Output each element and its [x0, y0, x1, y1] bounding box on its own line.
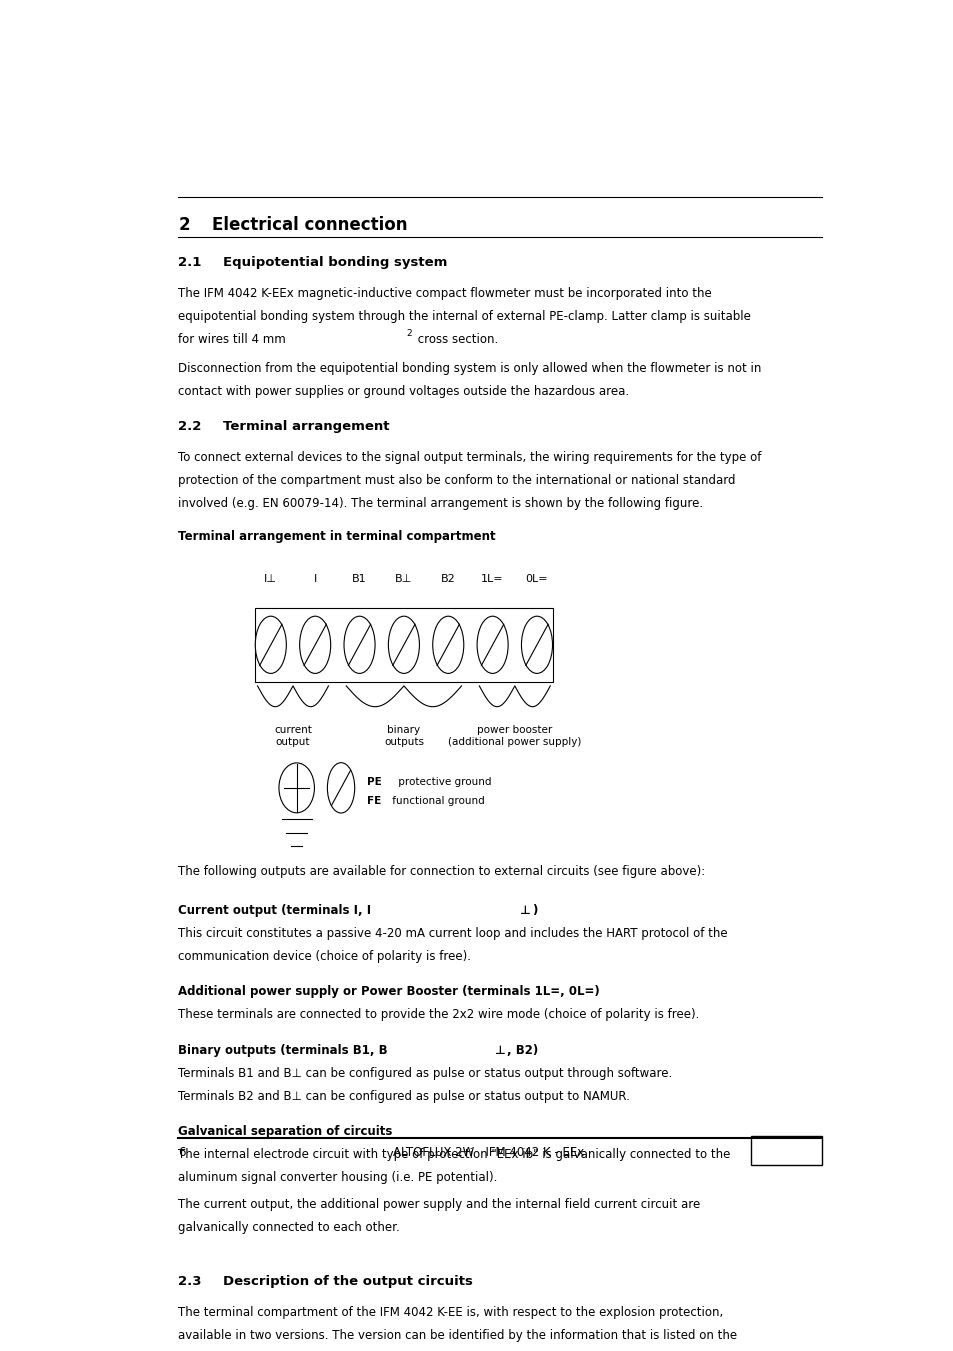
Text: Description of the output circuits: Description of the output circuits	[222, 1275, 472, 1288]
Text: cross section.: cross section.	[413, 332, 497, 346]
Text: power booster
(additional power supply): power booster (additional power supply)	[448, 725, 581, 747]
Text: PE: PE	[367, 777, 381, 788]
Text: The terminal compartment of the IFM 4042 K-EE is, with respect to the explosion : The terminal compartment of the IFM 4042…	[178, 1306, 723, 1319]
Text: The following outputs are available for connection to external circuits (see fig: The following outputs are available for …	[178, 865, 705, 878]
Ellipse shape	[327, 763, 355, 813]
Text: B1: B1	[352, 574, 367, 584]
Text: aluminum signal converter housing (i.e. PE potential).: aluminum signal converter housing (i.e. …	[178, 1171, 497, 1183]
Bar	[751, 1136, 821, 1165]
Text: 1L=: 1L=	[481, 574, 503, 584]
Text: Additional power supply or Power Booster (terminals 1L=, 0L=): Additional power supply or Power Booster…	[178, 985, 599, 998]
Text: This circuit constitutes a passive 4-20 mA current loop and includes the HART pr: This circuit constitutes a passive 4-20 …	[178, 927, 727, 940]
Text: I: I	[314, 574, 316, 584]
Text: The current output, the additional power supply and the internal field current c: The current output, the additional power…	[178, 1198, 700, 1210]
Ellipse shape	[433, 616, 463, 673]
Text: Current output (terminals I, I: Current output (terminals I, I	[178, 904, 375, 917]
Text: current
output: current output	[274, 725, 312, 747]
Text: , B2): , B2)	[506, 1044, 537, 1056]
Text: ALTOFLUX 2W   IFM 4042 K - EEx: ALTOFLUX 2W IFM 4042 K - EEx	[393, 1146, 584, 1159]
Text: The internal electrode circuit with type of protection "EEx ib" is galvanically : The internal electrode circuit with type…	[178, 1148, 730, 1161]
Text: 2.3: 2.3	[178, 1275, 202, 1288]
Text: available in two versions. The version can be identified by the information that: available in two versions. The version c…	[178, 1329, 737, 1342]
Ellipse shape	[388, 616, 419, 673]
Text: Disconnection from the equipotential bonding system is only allowed when the flo: Disconnection from the equipotential bon…	[178, 362, 761, 374]
Ellipse shape	[521, 616, 552, 673]
Ellipse shape	[299, 616, 331, 673]
Text: functional ground: functional ground	[389, 796, 484, 807]
Text: ⊥: ⊥	[519, 904, 530, 917]
Text: ): )	[531, 904, 537, 917]
Text: for wires till 4 mm: for wires till 4 mm	[178, 332, 286, 346]
Text: 6: 6	[178, 1146, 186, 1159]
Text: Terminal arrangement: Terminal arrangement	[222, 420, 389, 434]
Ellipse shape	[476, 616, 508, 673]
Text: Binary outputs (terminals B1, B: Binary outputs (terminals B1, B	[178, 1044, 388, 1056]
Text: 2.1: 2.1	[178, 255, 202, 269]
Text: involved (e.g. EN 60079-14). The terminal arrangement is shown by the following : involved (e.g. EN 60079-14). The termina…	[178, 497, 702, 511]
Text: KROHNE: KROHNE	[758, 1144, 814, 1156]
Text: protective ground: protective ground	[395, 777, 491, 788]
Text: communication device (choice of polarity is free).: communication device (choice of polarity…	[178, 950, 471, 963]
Text: binary
outputs: binary outputs	[383, 725, 423, 747]
Text: 2: 2	[178, 216, 190, 234]
Text: 0L=: 0L=	[525, 574, 548, 584]
Text: contact with power supplies or ground voltages outside the hazardous area.: contact with power supplies or ground vo…	[178, 385, 629, 397]
Ellipse shape	[255, 616, 286, 673]
Text: Terminal arrangement in terminal compartment: Terminal arrangement in terminal compart…	[178, 531, 496, 543]
Text: 2.2: 2.2	[178, 420, 202, 434]
Text: B⊥: B⊥	[395, 574, 412, 584]
Text: The IFM 4042 K-EEx magnetic-inductive compact flowmeter must be incorporated int: The IFM 4042 K-EEx magnetic-inductive co…	[178, 286, 711, 300]
Text: ⊥: ⊥	[495, 1044, 505, 1056]
Text: B2: B2	[440, 574, 456, 584]
Bar	[254, 608, 553, 682]
Text: 2: 2	[406, 328, 412, 338]
Text: equipotential bonding system through the internal of external PE-clamp. Latter c: equipotential bonding system through the…	[178, 309, 750, 323]
Text: These terminals are connected to provide the 2x2 wire mode (choice of polarity i: These terminals are connected to provide…	[178, 1008, 700, 1021]
Text: Equipotential bonding system: Equipotential bonding system	[222, 255, 447, 269]
Text: Galvanical separation of circuits: Galvanical separation of circuits	[178, 1125, 393, 1138]
Text: To connect external devices to the signal output terminals, the wiring requireme: To connect external devices to the signa…	[178, 451, 761, 465]
Text: I⊥: I⊥	[264, 574, 277, 584]
Text: protection of the compartment must also be conform to the international or natio: protection of the compartment must also …	[178, 474, 735, 488]
Text: Electrical connection: Electrical connection	[212, 216, 407, 234]
Circle shape	[278, 763, 314, 813]
Text: FE: FE	[367, 796, 381, 807]
Text: Terminals B2 and B⊥ can be configured as pulse or status output to NAMUR.: Terminals B2 and B⊥ can be configured as…	[178, 1089, 630, 1102]
Text: Terminals B1 and B⊥ can be configured as pulse or status output through software: Terminals B1 and B⊥ can be configured as…	[178, 1067, 672, 1079]
Ellipse shape	[344, 616, 375, 673]
Text: galvanically connected to each other.: galvanically connected to each other.	[178, 1220, 399, 1233]
